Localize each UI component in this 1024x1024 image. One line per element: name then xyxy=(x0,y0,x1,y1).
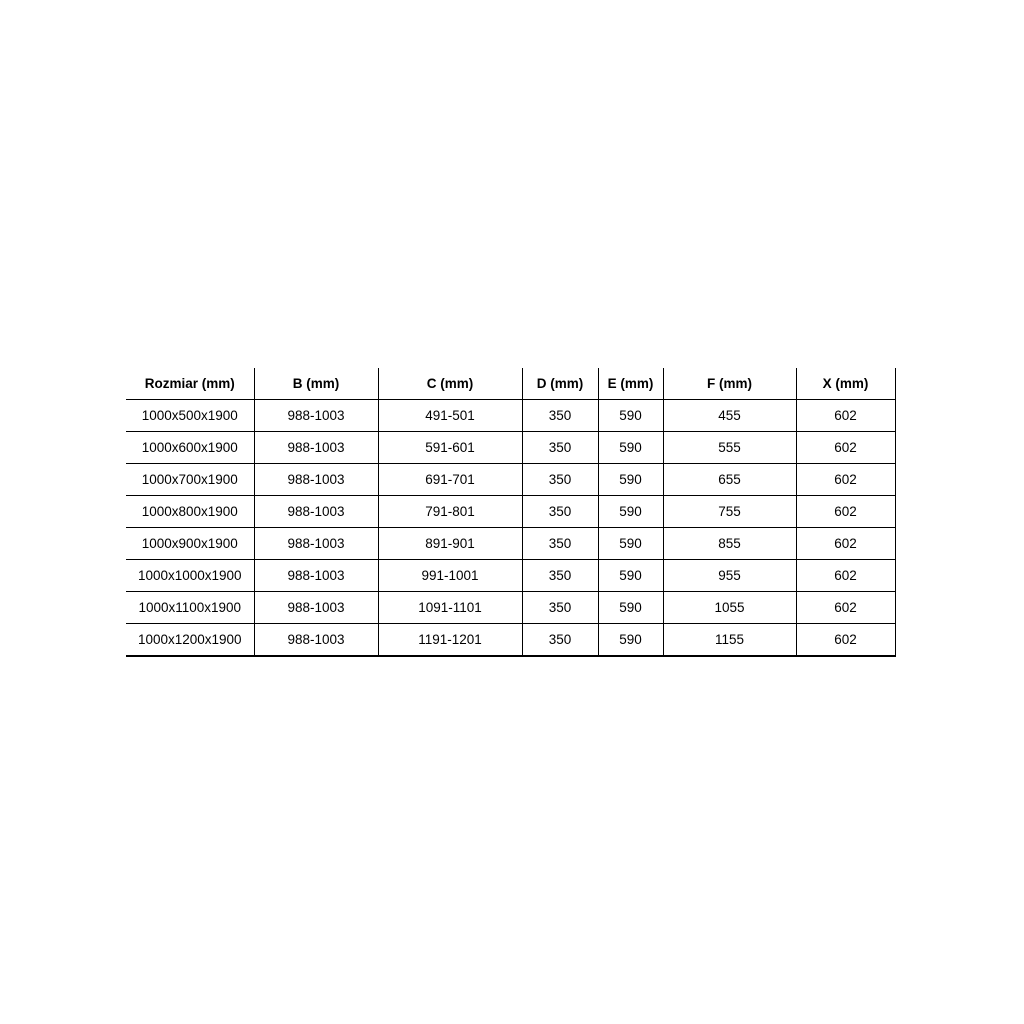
table-cell: 602 xyxy=(795,623,896,657)
table-cell: 1000x1200x1900 xyxy=(126,623,254,657)
table-row: 1000x600x1900 988-1003 591-601 350 590 555 602 xyxy=(126,431,896,464)
table-cell: 1000x900x1900 xyxy=(126,527,254,560)
column-header: D (mm) xyxy=(521,368,598,400)
table-cell: 988-1003 xyxy=(253,623,378,657)
table-cell: 602 xyxy=(795,431,896,464)
table-cell: 755 xyxy=(662,495,796,528)
table-header-row: Rozmiar (mm) B (mm) C (mm) D (mm) E (mm) F (m… xyxy=(126,368,896,400)
table-cell: 350 xyxy=(521,527,598,560)
table-row: 1000x1100x1900 988-1003 1091-1101 350 590 105… xyxy=(126,591,896,624)
table-cell: 791-801 xyxy=(377,495,522,528)
table-cell: 602 xyxy=(795,399,896,432)
table-cell: 455 xyxy=(662,399,796,432)
table-row: 1000x800x1900 988-1003 791-801 350 590 755 602 xyxy=(126,495,896,528)
table-cell: 1055 xyxy=(662,591,796,624)
table-cell: 991-1001 xyxy=(377,559,522,592)
column-header: X (mm) xyxy=(795,368,896,400)
table-cell: 602 xyxy=(795,463,896,496)
table-cell: 350 xyxy=(521,431,598,464)
column-header: Rozmiar (mm) xyxy=(144,375,235,391)
table-cell: 1000x1100x1900 xyxy=(126,591,254,624)
table-cell: 1191-1201 xyxy=(377,623,522,657)
dimensions-table-container: Rozmiar (mm) B (mm) C (mm) D (mm) E (mm) F (m… xyxy=(126,368,896,657)
table-cell: 555 xyxy=(662,431,796,464)
table-cell: 590 xyxy=(597,527,663,560)
table-cell: 1155 xyxy=(662,623,796,657)
table-cell: 590 xyxy=(597,495,663,528)
table-row: 1000x1200x1900 988-1003 1191-1201 350 590 115… xyxy=(126,623,896,657)
column-header: B (mm) xyxy=(253,368,378,400)
table-cell: 691-701 xyxy=(377,463,522,496)
table-cell: 988-1003 xyxy=(253,431,378,464)
table-cell: 590 xyxy=(597,591,663,624)
table-cell: 590 xyxy=(597,431,663,464)
table-cell: 350 xyxy=(521,399,598,432)
table-cell: 590 xyxy=(597,463,663,496)
table-row: 1000x500x1900 988-1003 491-501 350 590 455 602 xyxy=(126,399,896,432)
table-cell: 350 xyxy=(521,623,598,657)
table-cell: 602 xyxy=(795,591,896,624)
table-cell: 1000x600x1900 xyxy=(126,431,254,464)
table-cell: 350 xyxy=(521,591,598,624)
table-cell: 855 xyxy=(662,527,796,560)
table-cell: 955 xyxy=(662,559,796,592)
table-cell: 350 xyxy=(521,463,598,496)
table-cell: 988-1003 xyxy=(253,495,378,528)
table-cell: 1000x500x1900 xyxy=(126,399,254,432)
table-cell: 590 xyxy=(597,559,663,592)
column-header: E (mm) xyxy=(597,368,663,400)
table-cell: 1000x800x1900 xyxy=(126,495,254,528)
table-cell: 590 xyxy=(597,623,663,657)
table-cell: 1091-1101 xyxy=(377,591,522,624)
table-row: 1000x900x1900 988-1003 891-901 350 590 855 602 xyxy=(126,527,896,560)
table-cell: 988-1003 xyxy=(253,527,378,560)
table-cell: 891-901 xyxy=(377,527,522,560)
table-cell: 350 xyxy=(521,559,598,592)
table-cell: 602 xyxy=(795,495,896,528)
table-cell: 988-1003 xyxy=(253,399,378,432)
table-cell: 988-1003 xyxy=(253,463,378,496)
dimensions-table: Rozmiar (mm) B (mm) C (mm) D (mm) E (mm) F (m… xyxy=(126,368,896,657)
table-cell: 988-1003 xyxy=(253,591,378,624)
table-cell: 591-601 xyxy=(377,431,522,464)
table-cell: 491-501 xyxy=(377,399,522,432)
table-cell: 602 xyxy=(795,527,896,560)
table-cell: 1000x1000x1900 xyxy=(126,559,254,592)
table-cell: 602 xyxy=(795,559,896,592)
column-header: C (mm) xyxy=(377,368,522,400)
table-cell: 350 xyxy=(521,495,598,528)
table-row: 1000x1000x1900 988-1003 991-1001 350 590 955 6… xyxy=(126,559,896,592)
table-cell: 590 xyxy=(597,399,663,432)
table-row: 1000x700x1900 988-1003 691-701 350 590 655 602 xyxy=(126,463,896,496)
table-cell: 1000x700x1900 xyxy=(126,463,254,496)
table-cell: 655 xyxy=(662,463,796,496)
table-cell: 988-1003 xyxy=(253,559,378,592)
column-header: F (mm) xyxy=(662,368,796,400)
